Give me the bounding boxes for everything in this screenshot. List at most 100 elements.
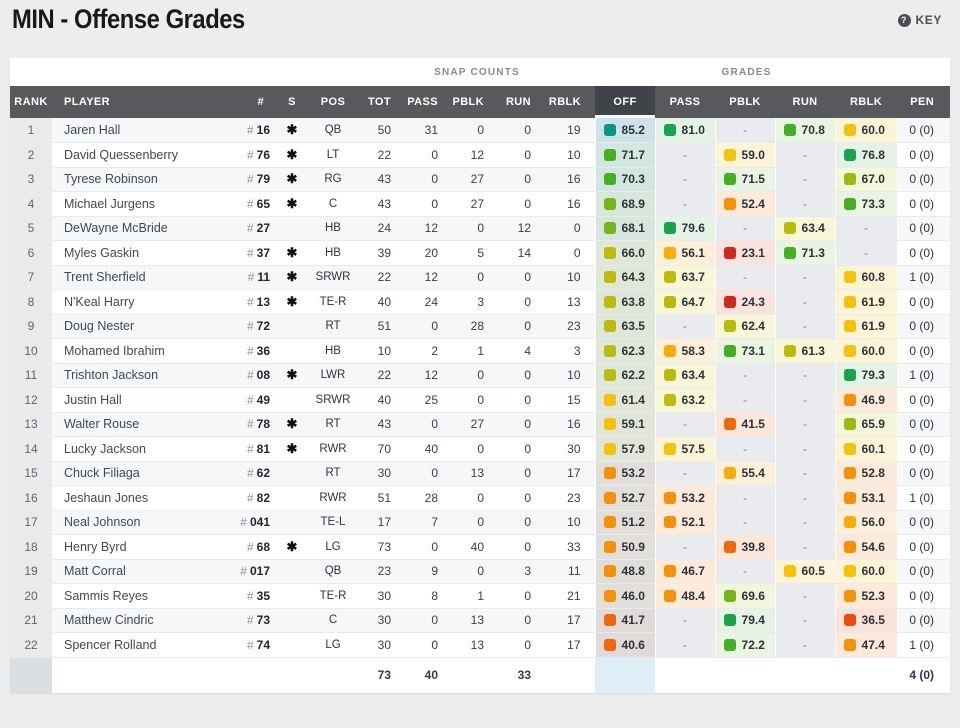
grade-empty: - bbox=[683, 196, 688, 211]
player-name[interactable]: Matthew Cindric bbox=[52, 608, 230, 633]
snap-pass: 12 bbox=[405, 265, 452, 290]
table-row[interactable]: 10 Mohamed Ibrahim #36 HB 10 2 1 4 3 62.3 58.3 73.1… bbox=[10, 338, 951, 364]
key-button[interactable]: ? KEY bbox=[897, 13, 942, 27]
hash-symbol: # bbox=[246, 417, 254, 432]
grade-run: - bbox=[774, 167, 836, 192]
grade-value: 41.5 bbox=[741, 417, 765, 432]
player-name[interactable]: Justin Hall bbox=[52, 387, 230, 413]
grade-rblk: 60.0 bbox=[834, 559, 898, 584]
grade-value: 46.0 bbox=[621, 588, 645, 603]
player-name[interactable]: Mohamed Ibrahim bbox=[52, 338, 230, 364]
hash-symbol: # bbox=[246, 123, 254, 137]
player-name[interactable]: Myles Gaskin bbox=[52, 240, 230, 266]
grade-pblk: 52.4 bbox=[714, 191, 776, 217]
grade-rblk: 56.0 bbox=[834, 510, 898, 535]
col-header-starter[interactable]: S bbox=[278, 86, 306, 118]
player-name[interactable]: Chuck Filiaga bbox=[52, 461, 230, 486]
position-cell: HB bbox=[306, 240, 360, 266]
pen-cell: 0 (0) bbox=[897, 289, 951, 315]
totals-row: 73 40 33 4 (0) bbox=[10, 656, 951, 693]
col-header-grade-run[interactable]: RUN bbox=[775, 86, 836, 118]
col-header-grade-pblk[interactable]: PBLK bbox=[715, 86, 776, 118]
col-header-snap-rblk[interactable]: RBLK bbox=[545, 86, 596, 118]
col-header-player[interactable]: PLAYER bbox=[52, 86, 230, 118]
table-row[interactable]: 5 DeWayne McBride #27 HB 24 12 0 12 0 68.1 79.6-63… bbox=[10, 216, 951, 241]
table-row[interactable]: 7 Trent Sherfield #11 ✱ SRWR 22 12 0 0 10 64.3 63.7… bbox=[10, 265, 951, 290]
player-name[interactable]: Jeshaun Jones bbox=[52, 485, 230, 511]
table-row[interactable]: 16 Jeshaun Jones #82 RWR 51 28 0 0 23 52.7 53.2- -5… bbox=[10, 485, 951, 511]
col-header-snap-pass[interactable]: PASS bbox=[405, 86, 452, 118]
table-row[interactable]: 6 Myles Gaskin #37 ✱ HB 39 20 5 14 0 66.0 56.1 23.1 7… bbox=[10, 240, 951, 266]
grade-value: 60.0 bbox=[861, 123, 885, 137]
col-header-jersey[interactable]: # bbox=[230, 86, 278, 118]
table-row[interactable]: 11 Trishton Jackson #08 ✱ LWR 22 12 0 0 10 62.2 63.… bbox=[10, 363, 951, 388]
player-name[interactable]: Sammis Reyes bbox=[52, 583, 230, 609]
table-row[interactable]: 19 Matt Corral #017 QB 23 9 0 3 11 48.8 46.7-60.5 6… bbox=[10, 559, 951, 584]
table-row[interactable]: 20 Sammis Reyes #35 TE-R 30 8 1 0 21 46.0 48.4 69.6… bbox=[10, 583, 951, 609]
snap-tot: 30 bbox=[360, 608, 405, 633]
table-row[interactable]: 15 Chuck Filiaga #62 RT 30 0 13 0 17 53.2-55.4-52… bbox=[10, 461, 951, 486]
player-name[interactable]: N'Keal Harry bbox=[52, 289, 230, 315]
player-name[interactable]: Trent Sherfield bbox=[52, 265, 230, 290]
grade-value: 23.1 bbox=[741, 245, 765, 260]
table-row[interactable]: 13 Walter Rouse #78 ✱ RT 43 0 27 0 16 59.1-41.5-65… bbox=[10, 412, 951, 437]
grade-color-chip bbox=[603, 344, 616, 357]
player-name[interactable]: Trishton Jackson bbox=[52, 363, 230, 388]
player-name[interactable]: David Quessenberry bbox=[52, 142, 230, 168]
player-name[interactable]: DeWayne McBride bbox=[52, 216, 230, 241]
jersey-value: 81 bbox=[256, 441, 270, 456]
table-row[interactable]: 21 Matthew Cindric #73 C 30 0 13 0 17 41.7-79.4-3… bbox=[10, 608, 951, 633]
player-name[interactable]: Spencer Rolland bbox=[52, 632, 230, 658]
snap-tot: 70 bbox=[360, 436, 405, 462]
grade-rblk: 76.8 bbox=[834, 142, 898, 168]
col-header-grade-rblk[interactable]: RBLK bbox=[835, 86, 898, 118]
position-cell: RT bbox=[306, 314, 360, 339]
col-header-snap-pblk[interactable]: PBLK bbox=[452, 86, 498, 118]
table-row[interactable]: 1 Jaren Hall #16 ✱ QB 50 31 0 0 19 85.2 81.0-70.8 60… bbox=[10, 118, 951, 143]
jersey-number: #37 bbox=[230, 240, 278, 266]
grade-color-chip bbox=[783, 344, 796, 357]
player-name[interactable]: Doug Nester bbox=[52, 314, 230, 339]
table-row[interactable]: 2 David Quessenberry #76 ✱ LT 22 0 12 0 10 71.7-59… bbox=[10, 142, 951, 168]
col-header-snap-run[interactable]: RUN bbox=[498, 86, 545, 118]
col-header-grade-pass[interactable]: PASS bbox=[655, 86, 716, 118]
player-name[interactable]: Henry Byrd bbox=[52, 534, 230, 560]
grade-color-chip bbox=[723, 295, 736, 308]
player-name[interactable]: Matt Corral bbox=[52, 559, 230, 584]
table-row[interactable]: 22 Spencer Rolland #74 LG 30 0 13 0 17 40.6-72.2-… bbox=[10, 632, 951, 658]
col-header-grade-off[interactable]: OFF bbox=[595, 86, 656, 118]
grade-rblk: 53.1 bbox=[834, 485, 898, 511]
grade-run: 70.8 bbox=[774, 118, 836, 143]
jersey-value: 35 bbox=[256, 588, 270, 603]
col-header-pen[interactable]: PEN bbox=[897, 86, 951, 118]
col-header-pos[interactable]: POS bbox=[306, 86, 360, 118]
player-name[interactable]: Lucky Jackson bbox=[52, 436, 230, 462]
grade-off: 70.3 bbox=[594, 167, 656, 192]
grade-empty: - bbox=[743, 392, 748, 407]
player-name[interactable]: Jaren Hall bbox=[52, 118, 230, 143]
col-header-rank[interactable]: RANK bbox=[10, 86, 52, 118]
rank-cell: 13 bbox=[10, 412, 52, 437]
table-row[interactable]: 3 Tyrese Robinson #79 ✱ RG 43 0 27 0 16 70.3-71.5-… bbox=[10, 167, 951, 192]
table-row[interactable]: 4 Michael Jurgens #65 ✱ C 43 0 27 0 16 68.9-52.4-7… bbox=[10, 191, 951, 217]
col-header-snap-tot[interactable]: TOT bbox=[360, 86, 405, 118]
table-row[interactable]: 14 Lucky Jackson #81 ✱ RWR 70 40 0 0 30 57.9 57.5- -… bbox=[10, 436, 951, 462]
totals-snap-tot: 73 bbox=[360, 656, 405, 693]
player-name[interactable]: Tyrese Robinson bbox=[52, 167, 230, 192]
table-row[interactable]: 9 Doug Nester #72 RT 51 0 28 0 23 63.5-62.4-61.9 0… bbox=[10, 314, 951, 339]
grade-color-chip bbox=[723, 320, 736, 333]
player-name[interactable]: Walter Rouse bbox=[52, 412, 230, 437]
rank-cell: 19 bbox=[10, 559, 52, 584]
grade-run: - bbox=[774, 314, 836, 339]
snap-tot: 39 bbox=[360, 240, 405, 266]
snap-tot: 30 bbox=[360, 583, 405, 609]
grade-color-chip bbox=[603, 320, 616, 333]
table-row[interactable]: 18 Henry Byrd #68 ✱ LG 73 0 40 0 33 50.9-39.8-54.6… bbox=[10, 534, 951, 560]
jersey-number: #017 bbox=[230, 559, 278, 584]
player-name[interactable]: Neal Johnson bbox=[52, 510, 230, 535]
table-row[interactable]: 17 Neal Johnson #041 TE-L 17 7 0 0 10 51.2 52.1- -5… bbox=[10, 510, 951, 535]
table-row[interactable]: 12 Justin Hall #49 SRWR 40 25 0 0 15 61.4 63.2- -46… bbox=[10, 387, 951, 413]
player-name[interactable]: Michael Jurgens bbox=[52, 191, 230, 217]
table-row[interactable]: 8 N'Keal Harry #13 ✱ TE-R 40 24 3 0 13 63.8 64.7 24.… bbox=[10, 289, 951, 315]
